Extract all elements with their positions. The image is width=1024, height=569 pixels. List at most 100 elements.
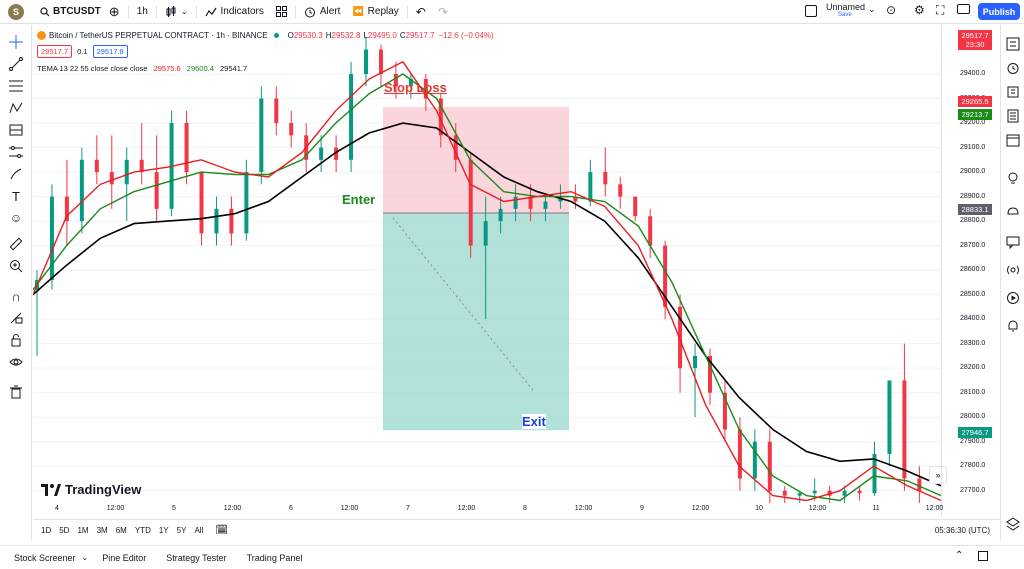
buy-price-box[interactable]: 29517.8	[92, 45, 128, 58]
range-button[interactable]: 1M	[77, 526, 89, 535]
chart-legend: Bitcoin / TetherUS PERPETUAL CONTRACT · …	[37, 29, 494, 73]
candle-body	[767, 441, 772, 491]
price-tick: 28900.0	[960, 192, 986, 200]
range-button[interactable]: 1Y	[158, 526, 169, 535]
chevron-down-icon[interactable]: ⌄	[81, 553, 89, 562]
time-tick: 10	[755, 505, 763, 512]
candle-body	[902, 380, 907, 479]
interval-button[interactable]: 1h	[136, 6, 148, 17]
ideas-icon[interactable]	[1004, 203, 1022, 221]
drawing-toolbar: T ☺ ∩	[0, 25, 32, 541]
range-button[interactable]: 1D	[41, 526, 52, 535]
tv-logo-icon	[41, 483, 61, 496]
broadcast-icon[interactable]	[1004, 289, 1022, 307]
fullscreen-icon[interactable]: ⛶	[936, 3, 945, 17]
range-button[interactable]: 5D	[59, 526, 70, 535]
candle-body	[483, 221, 488, 246]
watchlist-icon[interactable]	[1004, 35, 1022, 53]
timezone-clock[interactable]: 05:36:30 (UTC)	[934, 526, 990, 535]
chevron-down-icon: ⌄	[180, 7, 188, 16]
tema-slow-line	[33, 122, 941, 487]
replay-button[interactable]: ⏪ Replay	[346, 0, 404, 24]
emoji-icon[interactable]: ☺	[9, 211, 23, 225]
tab-strategy-tester[interactable]: Strategy Tester	[166, 552, 227, 563]
streams-icon[interactable]	[1004, 261, 1022, 279]
candle-body	[722, 392, 727, 430]
gear-icon[interactable]: ⚙	[914, 3, 925, 17]
chart-type-button[interactable]: ⌄	[159, 0, 194, 24]
candle-body	[289, 123, 294, 136]
hotlist-icon[interactable]	[1004, 107, 1022, 125]
collapse-panel-icon[interactable]: ⌃	[955, 550, 964, 561]
undo-button[interactable]: ↶	[410, 0, 432, 24]
price-chart[interactable]	[33, 25, 941, 516]
measure-lines-icon[interactable]	[7, 143, 25, 161]
goto-date-icon[interactable]: 🗓	[215, 525, 229, 536]
magnet-icon[interactable]: ∩	[11, 288, 21, 304]
range-button[interactable]: 6M	[115, 526, 127, 535]
brush-icon[interactable]	[7, 165, 25, 183]
redo-button[interactable]: ↷	[432, 0, 454, 24]
tab-pine-editor[interactable]: Pine Editor	[102, 552, 147, 563]
user-avatar[interactable]: S	[8, 3, 24, 20]
chat-icon[interactable]	[1004, 233, 1022, 251]
alert-button[interactable]: Alert	[298, 0, 347, 24]
stop-loss-annotation[interactable]: Stop Loss	[384, 80, 447, 95]
price-tick: 27900.0	[960, 437, 986, 445]
range-button[interactable]: All	[194, 526, 204, 535]
time-tick: 12:00	[808, 505, 827, 512]
candle-body	[378, 49, 383, 75]
price-tick: 28300.0	[960, 339, 986, 347]
trendline-icon[interactable]	[7, 55, 25, 73]
lock-drawing-icon[interactable]	[7, 309, 25, 327]
lightbulb-icon[interactable]	[1004, 169, 1022, 187]
prediction-icon[interactable]	[7, 121, 25, 139]
candle-body	[259, 98, 264, 173]
tab-stock-screener[interactable]: Stock Screener	[14, 552, 76, 563]
candle-body	[184, 123, 189, 173]
camera-icon[interactable]	[957, 4, 970, 14]
fib-retracement-icon[interactable]	[7, 77, 25, 95]
indicator-name[interactable]: TEMA 13 22 55 close close close	[37, 64, 148, 73]
symbol-title[interactable]: Bitcoin / TetherUS PERPETUAL CONTRACT · …	[49, 30, 268, 40]
range-button[interactable]: 5Y	[176, 526, 187, 535]
zoom-in-icon[interactable]	[7, 257, 25, 275]
indicators-button[interactable]: Indicators	[199, 0, 270, 24]
text-icon[interactable]: T	[12, 188, 20, 204]
candle-body	[438, 98, 443, 136]
crosshair-icon[interactable]	[7, 33, 25, 51]
exit-annotation[interactable]: Exit	[522, 414, 546, 429]
candle-body	[528, 196, 533, 209]
alarm-icon[interactable]	[1004, 59, 1022, 77]
calendar-icon[interactable]	[1004, 131, 1022, 149]
candle-body	[513, 196, 518, 209]
enter-annotation[interactable]: Enter	[342, 192, 376, 207]
lock-icon[interactable]	[7, 331, 25, 349]
compare-plus-icon[interactable]: ⊕	[108, 3, 120, 19]
candle-body	[887, 380, 892, 454]
tema-slow-value: 29541.7	[220, 64, 248, 73]
symbol-search-button[interactable]: BTCUSDT	[34, 0, 107, 24]
eye-icon[interactable]	[7, 353, 25, 371]
chevron-down-icon[interactable]: ⌄	[868, 4, 876, 14]
tab-trading-panel[interactable]: Trading Panel	[246, 552, 303, 563]
publish-button[interactable]: Publish	[978, 3, 1020, 20]
data-window-icon[interactable]	[1004, 83, 1022, 101]
notifications-icon[interactable]	[1004, 317, 1022, 335]
range-button[interactable]: YTD	[134, 526, 151, 535]
ruler-icon[interactable]	[7, 235, 25, 253]
layout-square-icon[interactable]	[805, 5, 817, 17]
layout-name[interactable]: Unnamed	[826, 2, 866, 12]
trash-icon[interactable]	[7, 383, 25, 401]
range-button[interactable]: 3M	[96, 526, 108, 535]
pattern-icon[interactable]	[7, 99, 25, 117]
scroll-to-realtime-button[interactable]: »	[929, 466, 947, 484]
price-scale[interactable]: 29400.029300.029200.029100.029000.028900…	[941, 25, 1000, 516]
tradingview-logo[interactable]: TradingView	[41, 482, 141, 497]
templates-button[interactable]	[270, 0, 293, 24]
sell-price-box[interactable]: 29517.7	[37, 45, 73, 58]
quick-search-icon[interactable]: ⊙	[886, 3, 897, 17]
maximize-panel-icon[interactable]	[978, 551, 988, 561]
layers-icon[interactable]	[1004, 515, 1022, 533]
candle-body	[468, 159, 473, 246]
